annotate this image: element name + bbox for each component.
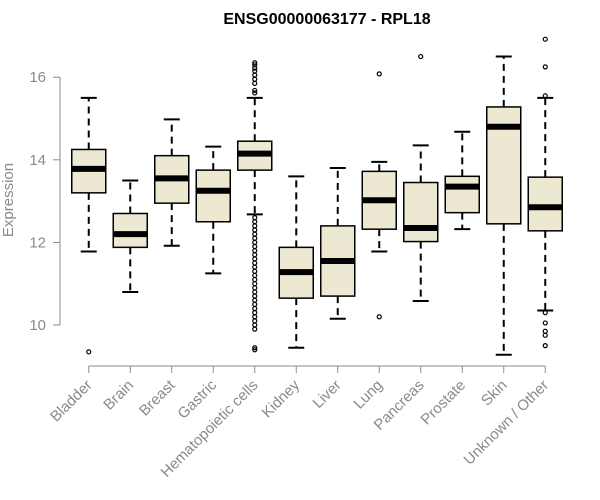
outlier-point — [252, 248, 258, 254]
outlier-point — [252, 318, 258, 324]
outlier-point — [252, 215, 258, 221]
outlier-point — [252, 68, 258, 74]
box-2 — [154, 118, 190, 247]
chart-title: ENSG00000063177 - RPL18 — [223, 11, 430, 28]
outlier-point — [252, 264, 258, 270]
box-5 — [278, 175, 314, 349]
x-tick-label: Prostate — [418, 377, 470, 429]
box-iqr — [444, 175, 480, 214]
outlier-point — [418, 53, 424, 60]
box-iqr — [195, 169, 231, 223]
outlier-point — [252, 347, 258, 353]
outlier-point — [252, 276, 258, 283]
outlier-point — [252, 310, 258, 316]
outlier-point — [252, 289, 258, 295]
outlier-point — [86, 349, 92, 355]
outlier-point — [542, 93, 548, 99]
outlier-point — [252, 87, 258, 94]
outlier-point — [252, 219, 258, 225]
box-11 — [527, 36, 563, 349]
outlier-point — [542, 64, 548, 70]
box-10 — [486, 55, 522, 356]
x-tick-label: Kidney — [259, 376, 304, 421]
outlier-point — [542, 310, 548, 316]
box-4 — [237, 60, 273, 353]
y-tick-label: 10 — [29, 317, 46, 334]
outlier-point — [252, 239, 258, 245]
box-iqr — [527, 176, 563, 232]
outlier-point — [252, 90, 258, 96]
outlier-point — [252, 268, 258, 274]
outlier-point — [252, 223, 258, 229]
box-3 — [195, 145, 231, 275]
outlier-point — [252, 231, 258, 237]
outlier-point — [252, 65, 258, 71]
outlier-point — [252, 301, 258, 307]
box-iqr — [403, 181, 439, 243]
outlier-point — [252, 80, 258, 86]
x-tick-label: Liver — [310, 377, 345, 412]
outlier-point — [376, 71, 382, 77]
outlier-point — [376, 314, 382, 320]
outlier-point — [252, 305, 258, 312]
outlier-point — [252, 293, 258, 299]
box-0 — [71, 96, 107, 355]
outlier-point — [252, 62, 258, 68]
outlier-point — [252, 235, 258, 241]
y-tick-label: 12 — [29, 234, 46, 251]
outlier-point — [252, 252, 258, 258]
y-axis: 10 12 14 16 — [29, 69, 61, 334]
outlier-point — [542, 328, 548, 334]
outlier-point — [252, 314, 258, 320]
outlier-point — [542, 343, 548, 349]
box-series — [71, 36, 563, 356]
outlier-point — [252, 285, 258, 291]
box-7 — [361, 71, 397, 320]
outlier-point — [252, 256, 258, 262]
outlier-point — [252, 345, 258, 351]
outlier-point — [542, 36, 548, 42]
outlier-point — [252, 227, 258, 233]
x-tick-label: Lung — [350, 377, 386, 413]
box-9 — [444, 130, 480, 231]
outlier-point — [252, 272, 258, 279]
outlier-point — [252, 326, 258, 332]
outlier-point — [252, 297, 258, 303]
box-iqr — [112, 212, 148, 249]
box-1 — [112, 179, 148, 293]
box-6 — [320, 167, 356, 320]
outlier-point — [252, 72, 258, 78]
outlier-point — [252, 260, 258, 266]
x-tick-label: Breast — [136, 376, 179, 419]
outlier-point — [252, 76, 258, 82]
x-tick-label: Skin — [478, 377, 511, 410]
outlier-point — [252, 243, 258, 250]
outlier-point — [252, 322, 258, 328]
box-8 — [403, 53, 439, 303]
x-tick-label: Brain — [100, 377, 137, 414]
outlier-point — [542, 332, 548, 338]
outlier-point — [542, 320, 548, 326]
y-axis-label: Expression — [0, 163, 17, 237]
y-tick-label: 16 — [29, 69, 46, 86]
outlier-point — [252, 281, 258, 287]
x-tick-label: Bladder — [47, 377, 96, 426]
y-tick-label: 14 — [29, 152, 46, 169]
outlier-point — [252, 60, 258, 66]
